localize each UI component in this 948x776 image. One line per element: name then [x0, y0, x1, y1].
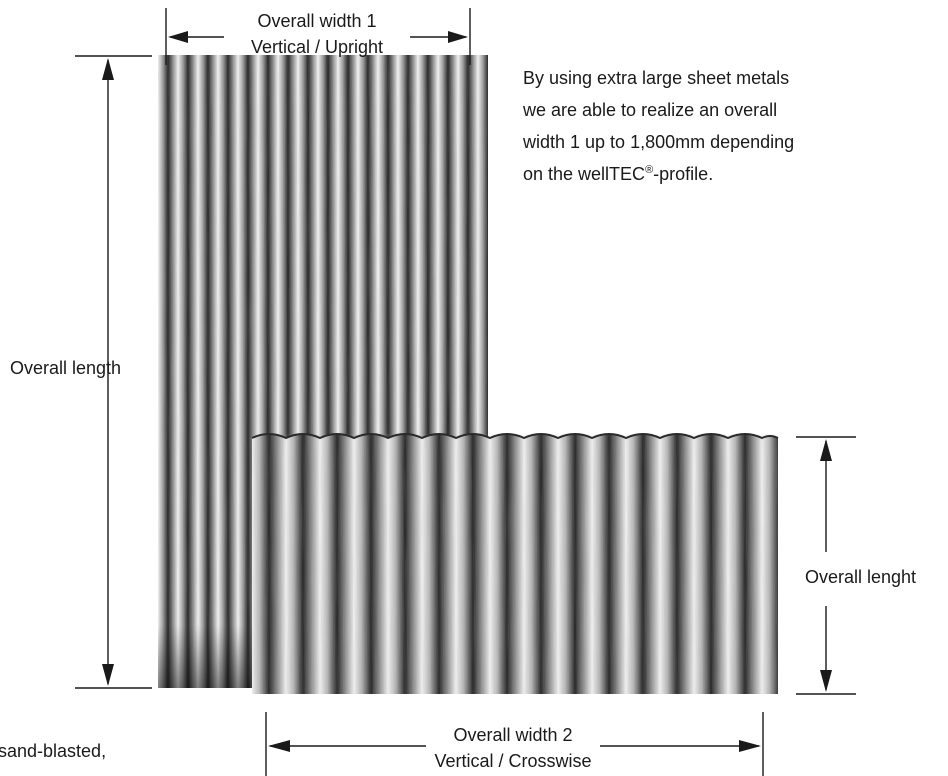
top-dimension-label: Overall width 1 Vertical / Upright [224, 8, 410, 60]
left-dimension-line [75, 55, 152, 689]
bottom-dimension-line1: Overall width 2 [453, 725, 573, 745]
description-line: By using extra large sheet metals [523, 68, 790, 88]
bottom-dimension-line [265, 712, 764, 776]
right-dimension-label: Overall lenght [805, 567, 917, 587]
upright-sheet [158, 55, 488, 688]
top-dimension-line [165, 8, 471, 65]
top-dimension-line2: Vertical / Upright [250, 37, 384, 57]
description-line: width 1 up to 1,800mm depending [523, 132, 795, 152]
description-line-last: on the wellTEC®-profile. [523, 158, 863, 190]
right-dimension-line [796, 436, 856, 695]
top-dimension-line1: Overall width 1 [257, 11, 377, 31]
description-line: we are able to realize an overall [523, 100, 778, 120]
bottom-dimension-line2: Vertical / Crosswise [434, 751, 592, 771]
left-dimension-label: Overall length [10, 358, 122, 378]
crosswise-sheet [251, 433, 779, 694]
registered-mark: ® [645, 164, 654, 176]
description-text: By using extra large sheet metals we are… [523, 62, 863, 190]
description-last-suffix: -profile. [653, 164, 714, 184]
bottom-left-fragment: sand-blasted, [0, 741, 107, 761]
bottom-dimension-label: Overall width 2 Vertical / Crosswise [414, 722, 612, 774]
description-last-prefix: on the wellTEC [523, 164, 646, 184]
